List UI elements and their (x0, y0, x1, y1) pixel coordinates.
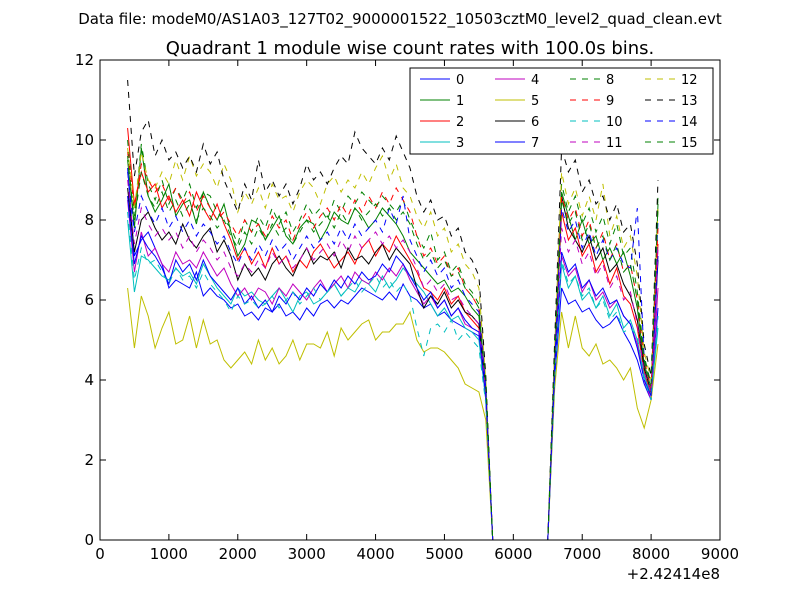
chart-title: Quadrant 1 module wise count rates with … (166, 38, 655, 59)
series-line-7 (127, 195, 659, 540)
x-tick-label: 3000 (288, 545, 326, 563)
series-line-3 (127, 219, 659, 540)
y-tick-label: 8 (84, 211, 94, 229)
legend-label-15: 15 (681, 136, 698, 151)
series-layer (127, 79, 659, 540)
x-tick-label: 0 (95, 545, 105, 563)
x-tick-label: 4000 (356, 545, 394, 563)
series-line-12 (127, 147, 659, 540)
legend-label-11: 11 (606, 136, 623, 151)
series-line-4 (127, 199, 659, 540)
legend-label-1: 1 (456, 94, 464, 109)
y-tick-label: 2 (84, 451, 94, 469)
legend-label-9: 9 (606, 94, 614, 109)
legend-label-2: 2 (456, 115, 464, 130)
x-tick-label: 7000 (563, 545, 601, 563)
y-tick-label: 6 (84, 291, 94, 309)
legend-label-3: 3 (456, 136, 464, 151)
legend-label-5: 5 (531, 94, 539, 109)
y-tick-label: 10 (75, 131, 94, 149)
y-tick-label: 4 (84, 371, 94, 389)
legend-label-4: 4 (531, 73, 539, 88)
x-axis-offset-label: +2.42414e8 (627, 565, 720, 583)
x-tick-label: 8000 (632, 545, 670, 563)
series-line-13 (127, 79, 659, 540)
x-tick-label: 5000 (425, 545, 463, 563)
figure-suptitle: Data file: modeM0/AS1A03_127T02_90000015… (78, 10, 722, 29)
x-tick-label: 2000 (219, 545, 257, 563)
x-tick-label: 6000 (494, 545, 532, 563)
series-line-11 (127, 179, 659, 540)
legend-label-10: 10 (606, 115, 623, 130)
series-line-9 (127, 151, 659, 540)
legend-box (409, 67, 714, 155)
legend-label-6: 6 (531, 115, 539, 130)
series-line-0 (127, 167, 659, 540)
legend-label-14: 14 (681, 115, 698, 130)
legend-label-8: 8 (606, 73, 614, 88)
legend-label-12: 12 (681, 73, 698, 88)
legend-label-0: 0 (456, 73, 464, 88)
x-tick-label: 9000 (701, 545, 739, 563)
series-line-14 (127, 171, 659, 540)
legend-label-13: 13 (681, 94, 698, 109)
y-tick-label: 12 (75, 51, 94, 69)
x-tick-label: 1000 (150, 545, 188, 563)
series-line-5 (127, 287, 659, 540)
series-line-10 (127, 211, 659, 540)
ticks-layer: 0 1000 2000 3000 4000 5000 6000 7000 8000 9000 0 2 4… (75, 51, 739, 563)
y-tick-label: 0 (84, 531, 94, 549)
series-line-15 (127, 155, 659, 540)
series-line-8 (127, 139, 659, 540)
legend-label-7: 7 (531, 136, 539, 151)
